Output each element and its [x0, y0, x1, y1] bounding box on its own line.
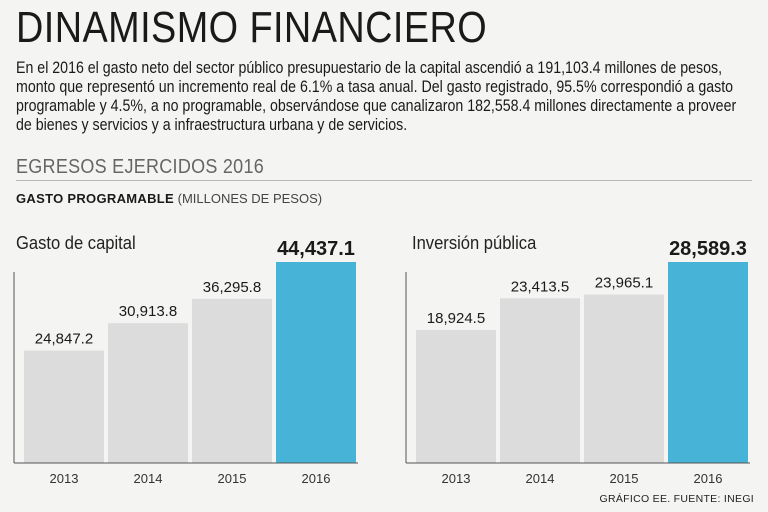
tick-label: 2015 [610, 471, 639, 486]
page-title: DINAMISMO FINANCIERO [16, 3, 488, 52]
tick-label: 2014 [134, 471, 163, 486]
data-label: 23,965.1 [595, 275, 653, 292]
tick-label: 2014 [526, 471, 555, 486]
tick-label: 2016 [302, 471, 331, 486]
bar [192, 298, 272, 463]
bar [108, 323, 188, 463]
bar [24, 350, 104, 463]
data-label: 18,924.5 [427, 310, 485, 327]
chart-subtitle: GASTO PROGRAMABLE (MILLONES DE PESOS) [16, 191, 322, 206]
bar [668, 262, 748, 463]
data-label: 24,847.2 [35, 331, 93, 348]
bar [276, 262, 356, 463]
bar [416, 329, 496, 463]
subtitle-label: GASTO PROGRAMABLE [16, 191, 174, 206]
tick-label: 2015 [218, 471, 247, 486]
data-label: 44,437.1 [277, 238, 355, 260]
chart-title-gasto-capital: Gasto de capital [16, 233, 136, 253]
bar [500, 298, 580, 463]
source-footer: GRÁFICO EE. FUENTE: INEGI [599, 493, 754, 505]
chart-title-inversion-publica: Inversión pública [412, 233, 537, 253]
section-divider [16, 180, 752, 181]
tick-label: 2016 [694, 471, 723, 486]
data-label: 23,413.5 [511, 278, 569, 295]
tick-label: 2013 [50, 471, 79, 486]
intro-paragraph: En el 2016 el gasto neto del sector públ… [16, 59, 737, 134]
tick-label: 2013 [442, 471, 471, 486]
data-label: 30,913.8 [119, 303, 177, 320]
bar [584, 294, 664, 463]
subtitle-unit: (MILLONES DE PESOS) [177, 191, 323, 206]
section-title: EGRESOS EJERCIDOS 2016 [16, 156, 265, 178]
data-label: 28,589.3 [669, 238, 747, 260]
data-label: 36,295.8 [203, 279, 261, 296]
